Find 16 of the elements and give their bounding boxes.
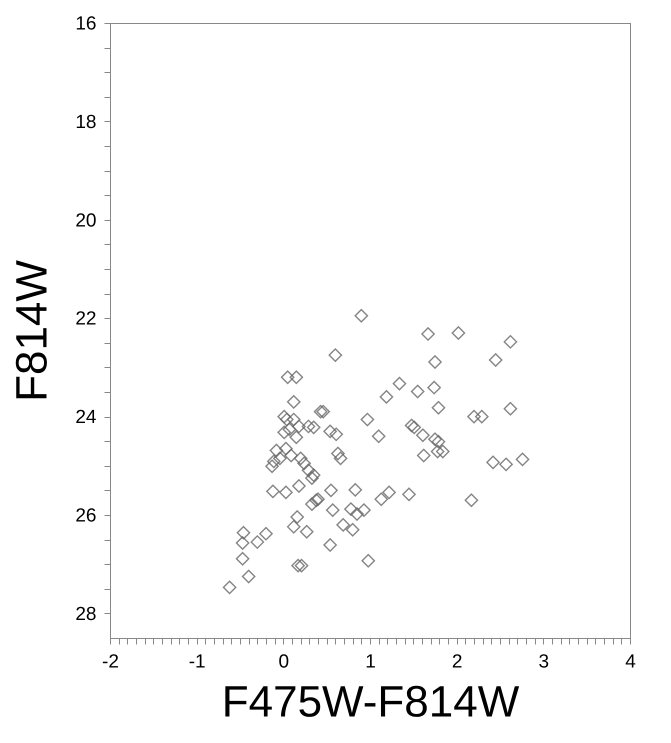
x-tick-label: 3 [538, 652, 550, 672]
y-tick-label: 26 [75, 506, 96, 526]
y-tick-label: 22 [75, 308, 96, 330]
x-tick-label: 1 [365, 652, 376, 672]
x-axis-title: F475W-F814W [222, 678, 520, 726]
y-tick-label: 16 [75, 14, 96, 34]
x-tick-label: -1 [188, 652, 206, 672]
y-tick-label: 18 [75, 112, 96, 133]
y-tick-label: 28 [75, 604, 96, 625]
x-tick-label: 2 [452, 652, 462, 672]
x-tick-label: -2 [102, 652, 119, 672]
y-axis-title: F814W [7, 260, 56, 402]
y-tick-label: 24 [75, 407, 97, 428]
x-tick-label: 0 [278, 652, 290, 672]
x-tick-label: 4 [625, 652, 636, 672]
y-tick-label: 20 [75, 210, 96, 232]
